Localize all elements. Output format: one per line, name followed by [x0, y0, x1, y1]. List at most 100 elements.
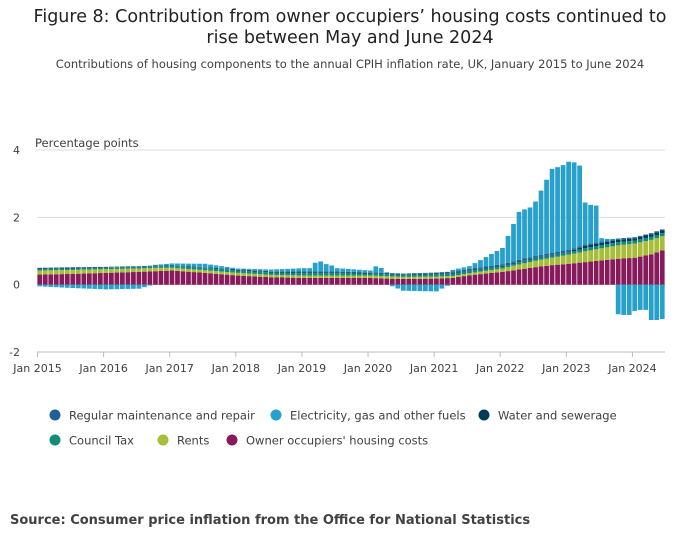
bar-segment-water — [588, 244, 593, 248]
bar-stack-2021-02 — [439, 272, 445, 289]
bar-stack-2021-01 — [434, 272, 439, 292]
bar-segment-water — [615, 239, 621, 243]
bar-stack-2017-09 — [213, 265, 219, 285]
bar-stack-2023-09 — [610, 238, 616, 285]
bar-segment-owner_occupiers — [643, 255, 649, 285]
bar-segment-rents — [114, 268, 120, 273]
bar-segment-rents — [593, 249, 599, 261]
bar-segment-maintenance — [632, 237, 638, 239]
bar-segment-water — [582, 245, 588, 249]
bar-segment-maintenance — [445, 271, 450, 274]
bar-segment-council_tax — [136, 267, 142, 269]
bar-segment-owner_occupiers — [549, 265, 555, 285]
bar-segment-electricity — [318, 261, 324, 272]
bar-segment-maintenance — [643, 234, 649, 236]
bar-segment-electricity — [511, 223, 516, 262]
bar-segment-maintenance — [373, 272, 379, 274]
bar-segment-water — [351, 272, 357, 274]
bar-segment-maintenance — [180, 265, 186, 267]
bar-segment-rents — [136, 268, 142, 272]
bar-segment-owner_occupiers — [296, 277, 302, 285]
bar-segment-maintenance — [345, 271, 351, 273]
bar-segment-rents — [169, 267, 175, 271]
bar-segment-owner_occupiers — [42, 274, 48, 285]
bar-segment-rents — [48, 270, 54, 275]
bar-stack-2019-08 — [340, 268, 346, 285]
bar-segment-owner_occupiers — [637, 256, 643, 285]
bar-segment-water — [301, 272, 307, 274]
bar-segment-water — [621, 239, 627, 242]
bar-segment-owner_occupiers — [483, 273, 489, 285]
bar-segment-rents — [109, 269, 114, 273]
bar-segment-maintenance — [312, 271, 318, 273]
bar-segment-rents — [274, 275, 279, 278]
bar-segment-electricity — [356, 269, 362, 272]
bar-segment-council_tax — [81, 268, 87, 270]
bar-segment-council_tax — [610, 243, 616, 247]
bar-segment-electricity — [103, 284, 109, 290]
bar-segment-council_tax — [290, 273, 296, 276]
bar-segment-rents — [367, 275, 373, 278]
bar-segment-owner_occupiers — [75, 273, 81, 285]
bar-stack-2020-03 — [378, 267, 384, 285]
bar-segment-rents — [615, 245, 621, 259]
bar-segment-rents — [340, 275, 346, 278]
bar-segment-council_tax — [164, 266, 169, 268]
bar-segment-water — [577, 247, 582, 250]
bar-segment-owner_occupiers — [180, 271, 186, 285]
bar-stack-2018-03 — [246, 268, 252, 285]
bar-segment-water — [307, 272, 313, 274]
bar-segment-owner_occupiers — [158, 270, 164, 285]
bar-segment-rents — [395, 276, 401, 279]
bar-segment-owner_occupiers — [257, 276, 263, 285]
bar-segment-water — [274, 271, 279, 273]
bar-segment-council_tax — [643, 238, 649, 242]
bar-segment-maintenance — [252, 270, 257, 271]
bar-segment-water — [511, 262, 516, 264]
bar-segment-electricity — [153, 264, 158, 266]
bar-segment-owner_occupiers — [81, 273, 87, 285]
bar-segment-owner_occupiers — [263, 276, 268, 285]
bar-stack-2016-02 — [109, 266, 114, 290]
bar-stack-2015-03 — [48, 267, 54, 287]
bar-stack-2017-07 — [202, 263, 208, 285]
bar-segment-water — [53, 268, 59, 269]
bar-stack-2021-09 — [478, 260, 483, 285]
bar-segment-electricity — [114, 284, 120, 290]
bar-stack-2022-11 — [555, 167, 560, 285]
bar-segment-owner_occupiers — [164, 270, 169, 285]
bar-stack-2019-06 — [329, 265, 335, 285]
bar-segment-electricity — [345, 268, 351, 272]
bar-segment-rents — [285, 275, 291, 278]
bar-segment-council_tax — [75, 268, 81, 270]
bar-stack-2023-07 — [599, 238, 605, 285]
bar-segment-maintenance — [637, 235, 643, 237]
bar-segment-electricity — [654, 284, 660, 321]
bar-segment-maintenance — [246, 269, 252, 271]
bar-stack-2019-11 — [356, 269, 362, 285]
bar-segment-electricity — [97, 284, 103, 290]
bar-segment-water — [411, 274, 417, 275]
bar-stack-2016-12 — [164, 263, 169, 285]
bar-segment-electricity — [395, 284, 401, 289]
bar-segment-maintenance — [362, 272, 368, 273]
bar-segment-water — [544, 255, 549, 257]
bar-segment-rents — [478, 271, 483, 275]
bar-segment-council_tax — [566, 252, 571, 255]
bar-segment-electricity — [367, 270, 373, 273]
bar-segment-water — [224, 269, 230, 270]
bar-segment-owner_occupiers — [202, 272, 208, 285]
bar-segment-owner_occupiers — [511, 270, 516, 285]
bar-segment-maintenance — [230, 268, 235, 270]
bar-stack-2022-12 — [560, 165, 566, 285]
bar-segment-owner_occupiers — [599, 260, 605, 285]
bar-segment-owner_occupiers — [351, 277, 357, 285]
bar-segment-electricity — [522, 209, 527, 259]
bar-segment-water — [48, 268, 54, 269]
bar-segment-owner_occupiers — [648, 254, 654, 285]
bar-segment-water — [290, 272, 296, 273]
bar-segment-electricity — [241, 268, 246, 270]
bar-stack-2021-11 — [489, 254, 494, 285]
bar-segment-maintenance — [439, 272, 445, 274]
bar-stack-2021-10 — [483, 257, 489, 285]
